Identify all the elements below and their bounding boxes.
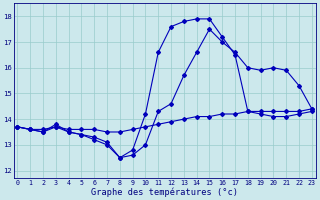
- X-axis label: Graphe des températures (°c): Graphe des températures (°c): [91, 187, 238, 197]
